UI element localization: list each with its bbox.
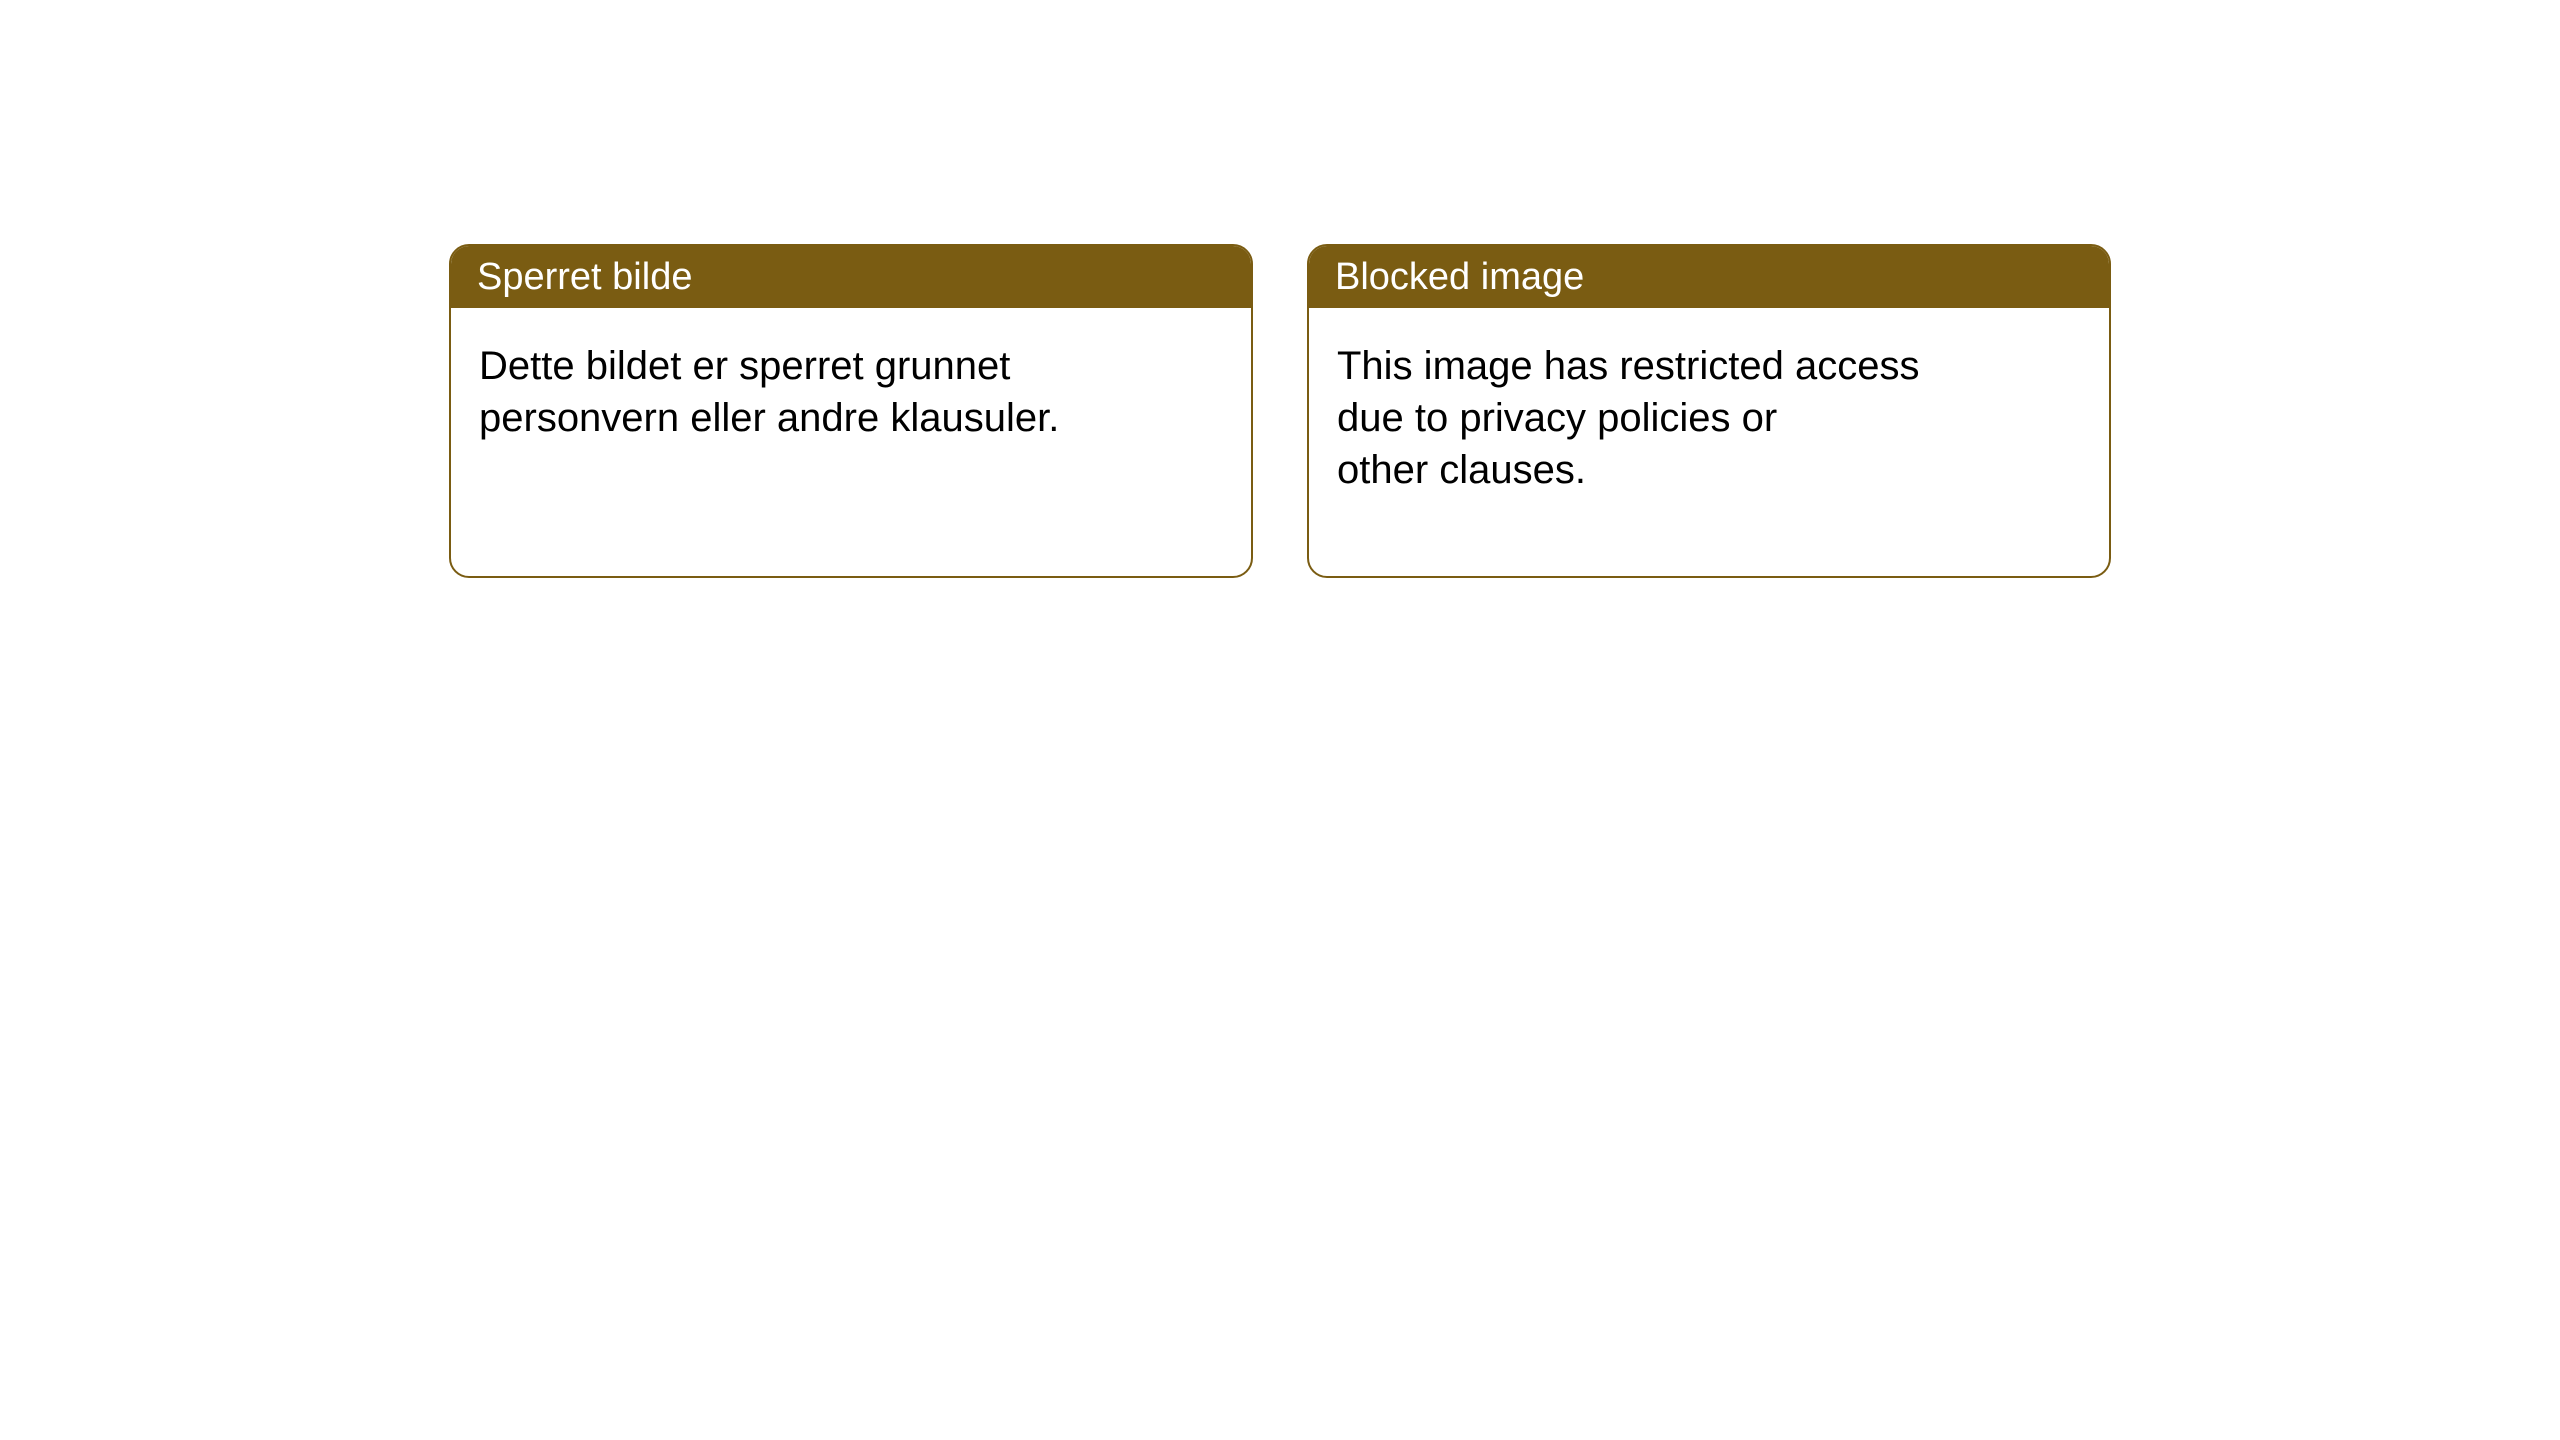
notice-message: Dette bildet er sperret grunnet personve…: [479, 340, 1223, 444]
notice-message: This image has restricted access due to …: [1337, 340, 2081, 496]
notice-header: Sperret bilde: [451, 246, 1251, 308]
notice-line: other clauses.: [1337, 444, 2081, 496]
notice-container: Sperret bilde Dette bildet er sperret gr…: [449, 244, 2111, 578]
notice-card-norwegian: Sperret bilde Dette bildet er sperret gr…: [449, 244, 1253, 578]
notice-body: This image has restricted access due to …: [1309, 308, 2109, 576]
notice-line: This image has restricted access: [1337, 340, 2081, 392]
notice-header: Blocked image: [1309, 246, 2109, 308]
notice-line: personvern eller andre klausuler.: [479, 392, 1223, 444]
notice-line: due to privacy policies or: [1337, 392, 2081, 444]
notice-body: Dette bildet er sperret grunnet personve…: [451, 308, 1251, 576]
notice-line: Dette bildet er sperret grunnet: [479, 340, 1223, 392]
notice-card-english: Blocked image This image has restricted …: [1307, 244, 2111, 578]
notice-title: Sperret bilde: [477, 256, 692, 299]
notice-title: Blocked image: [1335, 256, 1584, 299]
